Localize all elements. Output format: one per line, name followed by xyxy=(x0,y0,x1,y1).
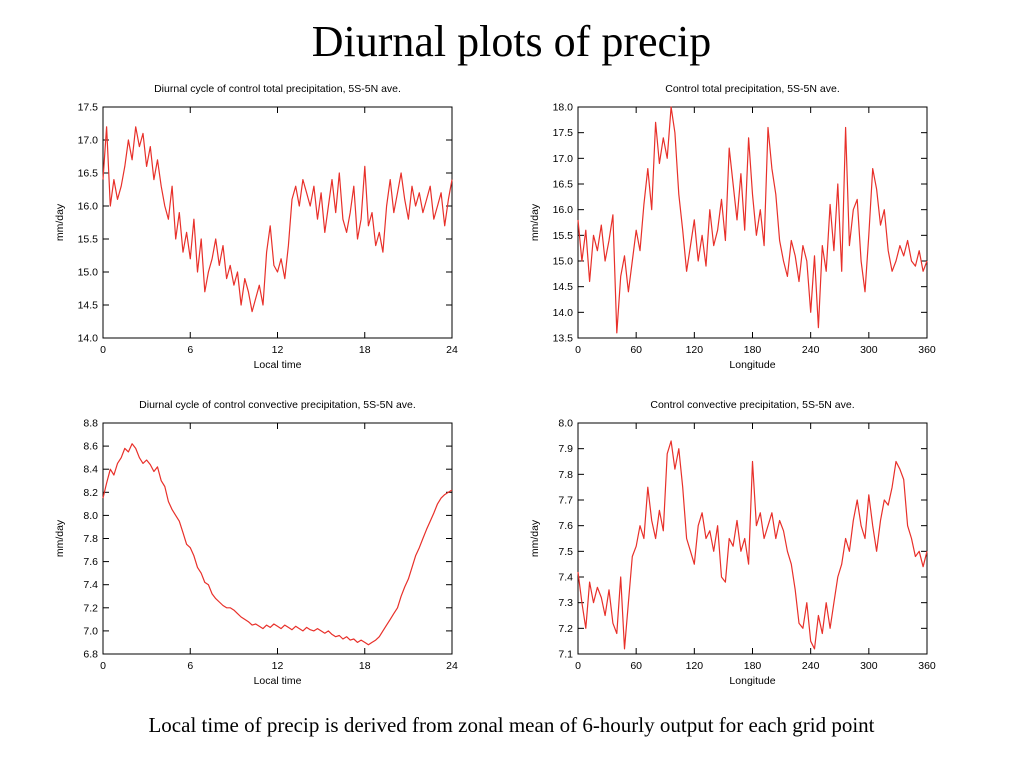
y-tick-label: 8.6 xyxy=(83,441,98,453)
chart-title: Control total precipitation, 5S-5N ave. xyxy=(665,83,840,95)
y-tick-label: 8.4 xyxy=(83,464,98,476)
y-tick-label: 7.4 xyxy=(558,572,573,584)
y-tick-label: 15.5 xyxy=(78,234,99,246)
series-line xyxy=(102,443,453,646)
x-tick-label: 24 xyxy=(446,660,458,672)
y-tick-label: 17.5 xyxy=(553,127,574,139)
x-tick-label: 360 xyxy=(918,660,936,672)
y-tick-label: 16.5 xyxy=(78,168,99,180)
plot-frame xyxy=(577,106,928,339)
diurnal-total-precip-chart: Diurnal cycle of control total precipita… xyxy=(54,83,458,371)
y-tick-label: 7.8 xyxy=(558,469,573,481)
y-tick-label: 7.7 xyxy=(558,495,573,507)
x-tick-label: 360 xyxy=(918,344,936,356)
series-line xyxy=(577,106,928,334)
x-axis-label: Local time xyxy=(254,675,302,687)
y-tick-label: 17.0 xyxy=(78,135,99,147)
y-tick-label: 8.0 xyxy=(83,510,98,522)
x-tick-label: 24 xyxy=(446,344,458,356)
x-tick-label: 12 xyxy=(272,660,284,672)
diurnal-convective-precip-chart: Diurnal cycle of control convective prec… xyxy=(54,399,458,687)
y-tick-label: 7.3 xyxy=(558,597,573,609)
y-tick-label: 7.2 xyxy=(83,602,98,614)
x-tick-label: 12 xyxy=(272,344,284,356)
y-tick-label: 7.6 xyxy=(558,520,573,532)
y-tick-label: 16.5 xyxy=(553,179,574,191)
y-tick-label: 7.9 xyxy=(558,443,573,455)
y-tick-label: 7.0 xyxy=(83,625,98,637)
x-tick-label: 0 xyxy=(100,660,106,672)
plot-frame xyxy=(102,422,453,655)
slide-caption: Local time of precip is derived from zon… xyxy=(148,713,875,737)
x-axis-label: Longitude xyxy=(729,675,775,687)
x-tick-label: 6 xyxy=(187,344,193,356)
y-tick-label: 13.5 xyxy=(553,333,574,345)
chart-title: Control convective precipitation, 5S-5N … xyxy=(650,399,854,411)
zonal-total-precip-chart: Control total precipitation, 5S-5N ave. 1… xyxy=(529,83,936,371)
y-tick-label: 7.8 xyxy=(83,533,98,545)
y-tick-label: 18.0 xyxy=(553,102,574,114)
y-tick-label: 17.5 xyxy=(78,102,99,114)
plot-frame xyxy=(102,106,453,339)
y-tick-label: 6.8 xyxy=(83,649,98,661)
x-tick-label: 60 xyxy=(630,660,642,672)
x-tick-label: 0 xyxy=(575,660,581,672)
x-tick-label: 0 xyxy=(100,344,106,356)
y-tick-label: 7.6 xyxy=(83,556,98,568)
y-tick-label: 8.0 xyxy=(558,418,573,430)
x-tick-label: 180 xyxy=(744,344,762,356)
y-tick-label: 14.5 xyxy=(78,300,99,312)
x-tick-label: 6 xyxy=(187,660,193,672)
x-tick-label: 120 xyxy=(686,344,704,356)
x-tick-label: 300 xyxy=(860,660,878,672)
y-axis-label: mm/day xyxy=(529,519,541,557)
y-tick-label: 14.0 xyxy=(553,307,574,319)
x-tick-label: 60 xyxy=(630,344,642,356)
y-tick-label: 8.2 xyxy=(83,487,98,499)
x-axis-label: Local time xyxy=(254,359,302,371)
y-tick-label: 16.0 xyxy=(78,201,99,213)
chart-title: Diurnal cycle of control convective prec… xyxy=(139,399,416,411)
y-tick-label: 15.0 xyxy=(553,256,574,268)
chart-title: Diurnal cycle of control total precipita… xyxy=(154,83,401,95)
y-tick-label: 8.8 xyxy=(83,418,98,430)
x-tick-label: 18 xyxy=(359,344,371,356)
x-tick-label: 240 xyxy=(802,660,820,672)
x-tick-label: 300 xyxy=(860,344,878,356)
y-tick-label: 15.0 xyxy=(78,267,99,279)
y-tick-label: 15.5 xyxy=(553,230,574,242)
y-tick-label: 17.0 xyxy=(553,153,574,165)
zonal-convective-precip-chart: Control convective precipitation, 5S-5N … xyxy=(529,399,936,687)
series-line xyxy=(102,126,453,313)
y-tick-label: 7.2 xyxy=(558,623,573,635)
x-tick-label: 120 xyxy=(686,660,704,672)
y-axis-label: mm/day xyxy=(54,519,66,557)
x-tick-label: 18 xyxy=(359,660,371,672)
x-tick-label: 0 xyxy=(575,344,581,356)
x-tick-label: 240 xyxy=(802,344,820,356)
y-tick-label: 7.1 xyxy=(558,649,573,661)
x-tick-label: 180 xyxy=(744,660,762,672)
y-tick-label: 14.5 xyxy=(553,281,574,293)
y-axis-label: mm/day xyxy=(54,203,66,241)
y-tick-label: 14.0 xyxy=(78,333,99,345)
series-line xyxy=(577,440,928,650)
y-axis-label: mm/day xyxy=(529,203,541,241)
y-tick-label: 16.0 xyxy=(553,204,574,216)
x-axis-label: Longitude xyxy=(729,359,775,371)
y-tick-label: 7.5 xyxy=(558,546,573,558)
y-tick-label: 7.4 xyxy=(83,579,98,591)
slide-title: Diurnal plots of precip xyxy=(311,17,712,66)
